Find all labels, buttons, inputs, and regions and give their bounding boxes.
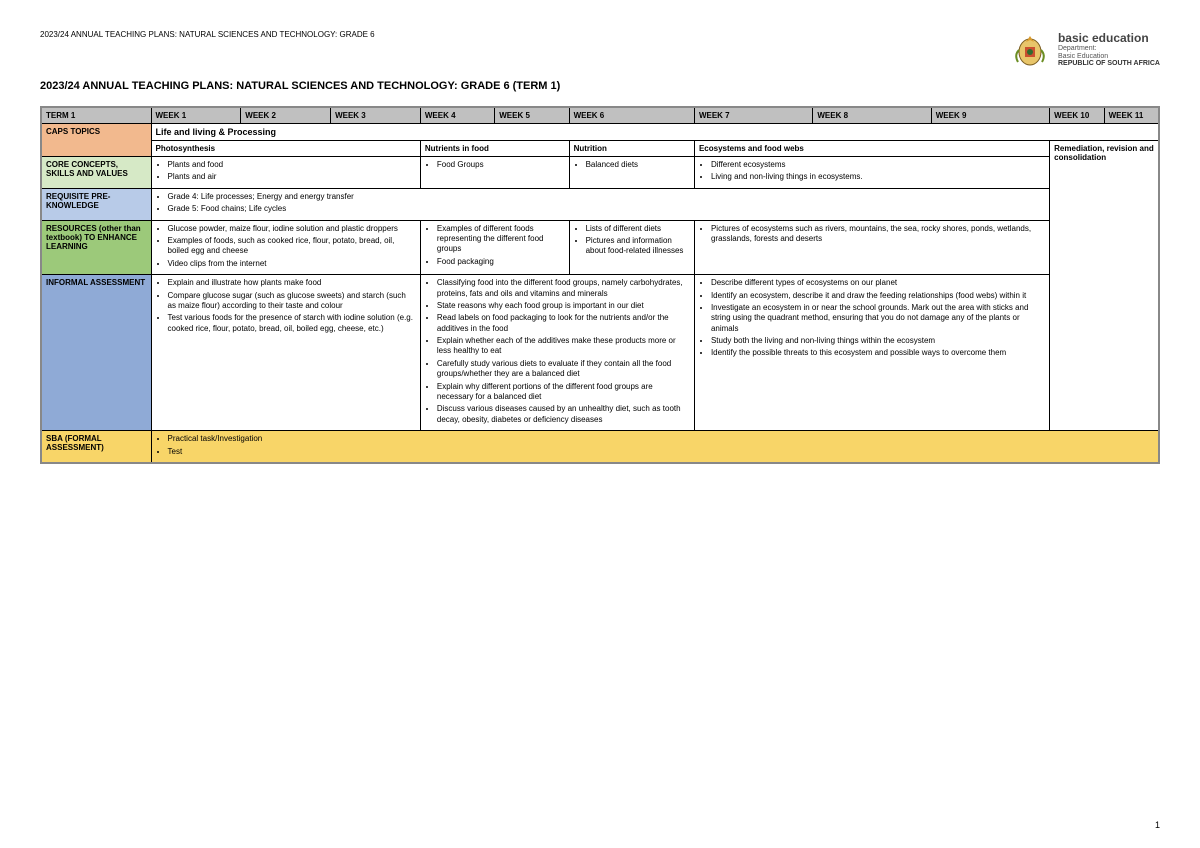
list-item: Identify an ecosystem, describe it and d… [711,291,1045,301]
informal-d: Describe different types of ecosystems o… [694,275,1049,431]
hdr-week7: WEEK 7 [694,107,812,124]
list-item: Explain and illustrate how plants make f… [168,278,416,288]
sba-content: Practical task/Investigation Test [151,431,1159,463]
list-item: Carefully study various diets to evaluat… [437,359,690,380]
resources-c: Lists of different diets Pictures and inf… [569,220,694,275]
doc-header-small: 2023/24 ANNUAL TEACHING PLANS: NATURAL S… [40,30,375,39]
hdr-week1: WEEK 1 [151,107,241,124]
label-sba: SBA (FORMAL ASSESSMENT) [41,431,151,463]
hdr-week5: WEEK 5 [495,107,569,124]
list-item: Identify the possible threats to this ec… [711,348,1045,358]
logo-main-text: basic education [1058,32,1160,45]
subtopic-ecosystems: Ecosystems and food webs [694,141,1049,157]
logo-sub3: REPUBLIC OF SOUTH AFRICA [1058,60,1160,68]
list-item: Compare glucose sugar (such as glucose s… [168,291,416,312]
hdr-term: TERM 1 [41,107,151,124]
core-a: Plants and food Plants and air [151,157,420,189]
logo-sub1: Department: [1058,45,1160,53]
list-item: Plants and food [168,160,416,170]
list-item: Examples of foods, such as cooked rice, … [168,236,416,257]
subtopic-nutrition: Nutrition [569,141,694,157]
list-item: Balanced diets [586,160,690,170]
core-d: Different ecosystems Living and non-livin… [694,157,1049,189]
subtopic-nutrients: Nutrients in food [420,141,569,157]
hdr-week9: WEEK 9 [931,107,1049,124]
resources-d: Pictures of ecosystems such as rivers, m… [694,220,1049,275]
list-item: Living and non-living things in ecosyste… [711,172,1045,182]
list-item: Pictures and information about food-rela… [586,236,690,257]
list-item: Grade 5: Food chains; Life cycles [168,204,1046,214]
label-prereq: REQUISITE PRE-KNOWLEDGE [41,188,151,220]
core-b: Food Groups [420,157,569,189]
list-item: Pictures of ecosystems such as rivers, m… [711,224,1045,245]
resources-a: Glucose powder, maize flour, iodine solu… [151,220,420,275]
label-resources: RESOURCES (other than textbook) TO ENHAN… [41,220,151,275]
informal-a: Explain and illustrate how plants make f… [151,275,420,431]
hdr-week3: WEEK 3 [331,107,421,124]
list-item: Food Groups [437,160,565,170]
list-item: Grade 4: Life processes; Energy and ener… [168,192,1046,202]
list-item: Test [168,447,1155,457]
core-c: Balanced diets [569,157,694,189]
list-item: Video clips from the internet [168,259,416,269]
caps-topic-span: Life and living & Processing [151,124,1159,141]
list-item: State reasons why each food group is imp… [437,301,690,311]
list-item: Describe different types of ecosystems o… [711,278,1045,288]
list-item: Practical task/Investigation [168,434,1155,444]
list-item: Lists of different diets [586,224,690,234]
hdr-week2: WEEK 2 [241,107,331,124]
list-item: Food packaging [437,257,565,267]
label-core: CORE CONCEPTS, SKILLS AND VALUES [41,157,151,189]
hdr-week6: WEEK 6 [569,107,694,124]
label-caps-topics: CAPS TOPICS [41,124,151,157]
list-item: Explain why different portions of the di… [437,382,690,403]
list-item: Investigate an ecosystem in or near the … [711,303,1045,334]
list-item: Explain whether each of the additives ma… [437,336,690,357]
list-item: Plants and air [168,172,416,182]
logo-block: basic education Department: Basic Educat… [1010,30,1160,70]
list-item: Examples of different foods representing… [437,224,565,255]
subtopic-remediation: Remediation, revision and consolidation [1050,141,1159,431]
teaching-plan-table: TERM 1 WEEK 1 WEEK 2 WEEK 3 WEEK 4 WEEK … [40,106,1160,464]
list-item: Test various foods for the presence of s… [168,313,416,334]
hdr-week8: WEEK 8 [813,107,931,124]
list-item: Classifying food into the different food… [437,278,690,299]
page-number: 1 [1155,820,1160,830]
list-item: Study both the living and non-living thi… [711,336,1045,346]
subtopic-photosynthesis: Photosynthesis [151,141,420,157]
prereq-content: Grade 4: Life processes; Energy and ener… [151,188,1050,220]
page-title: 2023/24 ANNUAL TEACHING PLANS: NATURAL S… [40,80,1160,92]
hdr-week11: WEEK 11 [1104,107,1159,124]
coat-of-arms-icon [1010,30,1050,70]
list-item: Glucose powder, maize flour, iodine solu… [168,224,416,234]
informal-b: Classifying food into the different food… [420,275,694,431]
logo-sub2: Basic Education [1058,53,1160,61]
hdr-week4: WEEK 4 [420,107,494,124]
resources-b: Examples of different foods representing… [420,220,569,275]
hdr-week10: WEEK 10 [1050,107,1104,124]
label-informal: INFORMAL ASSESSMENT [41,275,151,431]
list-item: Different ecosystems [711,160,1045,170]
list-item: Read labels on food packaging to look fo… [437,313,690,334]
list-item: Discuss various diseases caused by an un… [437,404,690,425]
